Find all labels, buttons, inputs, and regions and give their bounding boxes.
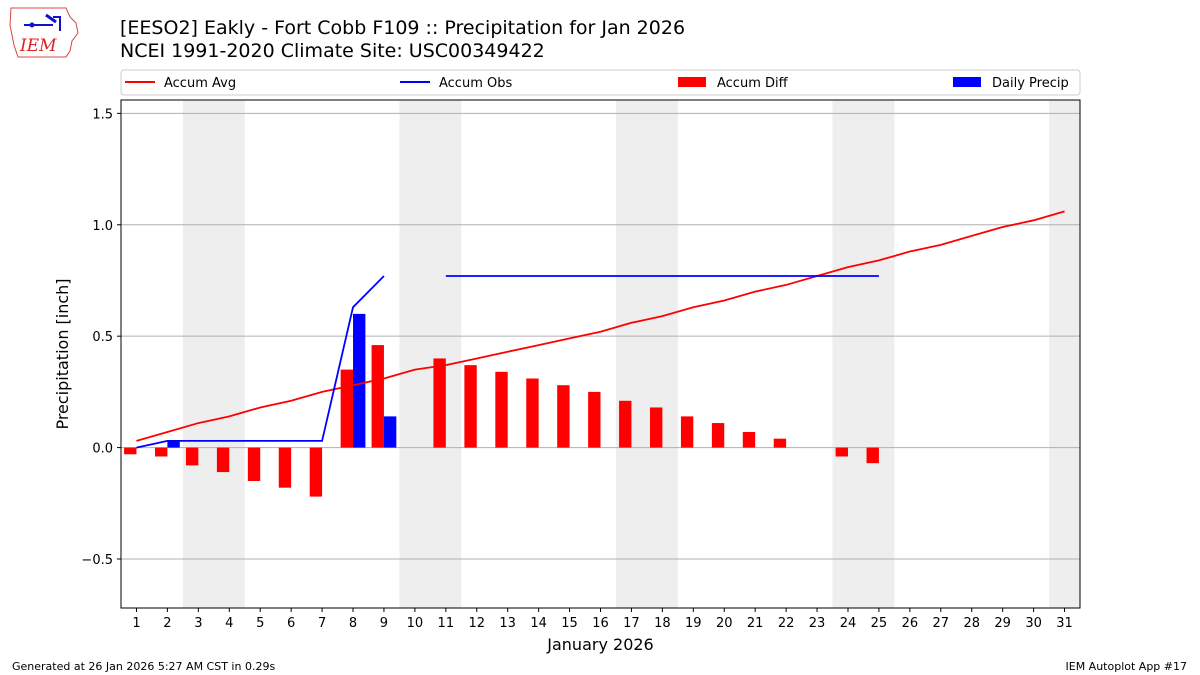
legend-daily-precip-swatch: [953, 77, 981, 87]
x-tick-label: 16: [592, 616, 609, 631]
bar-accum-diff: [557, 385, 570, 448]
x-tick-label: 24: [840, 616, 857, 631]
x-tick-label: 13: [499, 616, 516, 631]
x-tick-label: 29: [994, 616, 1011, 631]
weekend-shade: [832, 100, 895, 608]
footer-app: IEM Autoplot App #17: [1065, 660, 1188, 673]
x-tick-label: 1: [132, 616, 140, 631]
x-tick-label: 26: [902, 616, 919, 631]
bar-accum-diff: [649, 407, 663, 448]
x-tick-label: 14: [530, 616, 547, 631]
x-tick-label: 30: [1025, 616, 1042, 631]
y-tick-label: 0.0: [92, 442, 113, 457]
bar-daily-precip: [167, 440, 180, 448]
x-tick-label: 9: [380, 616, 388, 631]
weekend-shade: [399, 100, 462, 608]
x-tick-label: 3: [194, 616, 202, 631]
bar-accum-diff: [742, 431, 756, 448]
bar-accum-diff: [340, 369, 354, 448]
chart-title: [EESO2] Eakly - Fort Cobb F109 :: Precip…: [120, 17, 686, 39]
bar-accum-diff: [835, 447, 848, 457]
x-tick-label: 23: [809, 616, 826, 631]
x-tick-label: 17: [623, 616, 640, 631]
bar-accum-diff: [866, 447, 879, 464]
footer-generated: Generated at 26 Jan 2026 5:27 AM CST in …: [12, 660, 276, 673]
bar-accum-diff: [185, 447, 199, 466]
x-tick-label: 18: [654, 616, 671, 631]
x-tick-label: 27: [933, 616, 950, 631]
y-tick-label: −0.5: [81, 553, 113, 568]
weekend-shade: [1049, 100, 1080, 608]
x-tick-label: 7: [318, 616, 326, 631]
legend-accum-obs-label: Accum Obs: [439, 76, 512, 91]
bar-accum-diff: [711, 423, 725, 448]
legend: [120, 69, 1081, 96]
y-tick-label: 0.5: [92, 330, 113, 345]
logo-text: IEM: [19, 36, 57, 56]
x-tick-label: 22: [778, 616, 795, 631]
bar-accum-diff: [216, 447, 230, 473]
bar-accum-diff: [309, 447, 323, 497]
legend-accum-diff-swatch: [678, 77, 706, 87]
legend-accum-avg-label: Accum Avg: [164, 76, 236, 91]
x-tick-label: 15: [561, 616, 578, 631]
x-tick-label: 5: [256, 616, 264, 631]
bar-accum-diff: [278, 447, 292, 488]
line-accum-avg: [136, 210, 1065, 442]
bar-accum-diff: [371, 345, 384, 448]
bar-accum-diff: [464, 365, 477, 448]
bar-daily-precip: [383, 416, 397, 448]
plot-frame: [120, 99, 1081, 609]
x-axis-label: January 2026: [546, 635, 653, 654]
x-tick-label: 28: [963, 616, 980, 631]
x-tick-label: 25: [871, 616, 888, 631]
bar-accum-diff: [247, 447, 261, 481]
bar-daily-precip: [353, 313, 366, 448]
x-tick-label: 4: [225, 616, 233, 631]
bar-accum-diff: [619, 400, 632, 448]
y-axis-label: Precipitation [inch]: [53, 278, 72, 429]
x-tick-label: 11: [438, 616, 455, 631]
x-tick-label: 19: [685, 616, 702, 631]
weekend-shade: [182, 100, 245, 608]
x-tick-label: 10: [407, 616, 424, 631]
chart-subtitle: NCEI 1991-2020 Climate Site: USC00349422: [120, 40, 545, 62]
x-tick-label: 21: [747, 616, 764, 631]
x-tick-label: 20: [716, 616, 733, 631]
y-tick-label: 1.0: [92, 219, 113, 234]
y-tick-label: 1.5: [92, 107, 113, 122]
x-tick-label: 12: [468, 616, 485, 631]
bar-accum-diff: [773, 438, 787, 448]
weekend-shade: [615, 100, 678, 608]
x-tick-label: 31: [1056, 616, 1073, 631]
logo: IEM: [8, 5, 80, 59]
bar-accum-diff: [680, 416, 694, 448]
bar-accum-diff: [155, 447, 168, 457]
bar-accum-diff: [588, 391, 601, 448]
line-accum-obs: [136, 275, 385, 449]
bar-accum-diff: [433, 358, 446, 448]
bar-accum-diff: [495, 371, 508, 448]
bar-accum-diff: [526, 378, 539, 448]
x-tick-label: 2: [163, 616, 171, 631]
x-tick-label: 8: [349, 616, 357, 631]
legend-daily-precip-label: Daily Precip: [992, 76, 1069, 91]
bar-accum-diff: [124, 447, 137, 455]
legend-accum-diff-label: Accum Diff: [717, 76, 789, 91]
x-tick-label: 6: [287, 616, 295, 631]
